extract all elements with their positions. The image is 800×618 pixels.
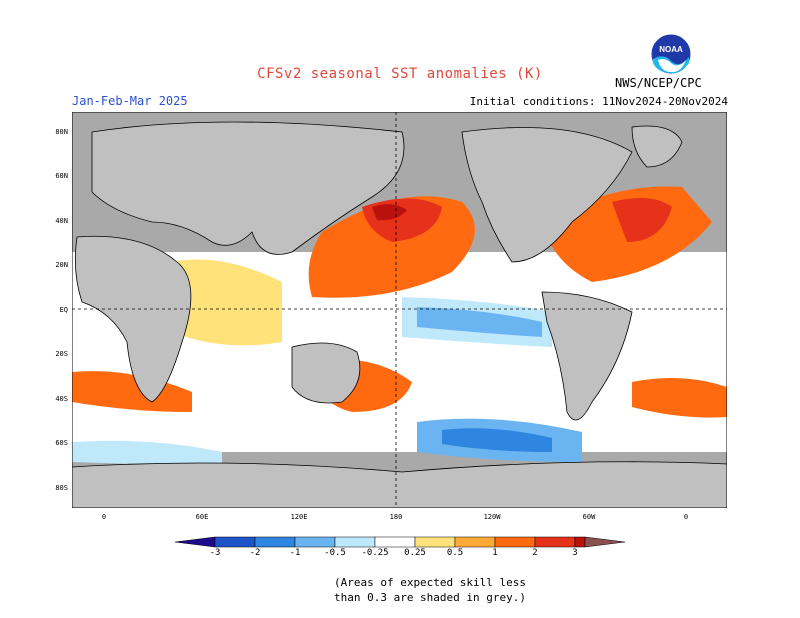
colorbar-segment <box>374 536 416 548</box>
initial-conditions-label: Initial conditions: 11Nov2024-20Nov2024 <box>469 95 728 108</box>
colorbar-label: -3 <box>209 548 221 558</box>
lon-label: 180 <box>389 513 403 521</box>
colorbar-label: 0.25 <box>404 548 426 558</box>
lat-label: 20S <box>55 350 68 358</box>
lat-label: 60S <box>55 439 68 447</box>
lat-label: EQ <box>59 306 68 314</box>
lon-label: 0 <box>683 513 689 521</box>
colorbar-label: 1 <box>492 548 498 558</box>
colorbar-segment <box>254 536 296 548</box>
colorbar-segment <box>494 536 536 548</box>
skill-note-line: (Areas of expected skill less <box>333 576 527 589</box>
colorbar-segment <box>454 536 496 548</box>
chart-title: CFSv2 seasonal SST anomalies (K) <box>257 66 543 82</box>
colorbar-segment <box>414 536 456 548</box>
colorbar-label: -0.5 <box>324 548 346 558</box>
lat-label: 40S <box>55 395 68 403</box>
colorbar-label: 2 <box>532 548 538 558</box>
skill-note-line: than 0.3 are shaded in grey.) <box>333 591 527 604</box>
colorbar-label: 0.5 <box>446 548 464 558</box>
sst-anomaly-map <box>72 112 727 508</box>
colorbar-segment <box>294 536 336 548</box>
lon-label: 0 <box>101 513 107 521</box>
colorbar-label: -2 <box>249 548 261 558</box>
colorbar-segment <box>334 536 376 548</box>
lat-label: 80S <box>55 484 68 492</box>
agency-label: NWS/NCEP/CPC <box>615 76 702 90</box>
lat-label: 40N <box>55 217 68 225</box>
colorbar-label: -1 <box>289 548 301 558</box>
noaa-logo-icon: NOAA <box>650 33 692 75</box>
colorbar-label: 3 <box>572 548 578 558</box>
lat-label: 60N <box>55 172 68 180</box>
skill-note: (Areas of expected skill less than 0.3 a… <box>300 575 560 605</box>
colorbar-segment <box>584 536 625 548</box>
colorbar <box>175 536 625 548</box>
colorbar-segment <box>574 536 586 548</box>
lon-label: 120E <box>290 513 308 521</box>
colorbar-label: -0.25 <box>361 548 389 558</box>
colorbar-segment <box>534 536 576 548</box>
lat-label: 80N <box>55 128 68 136</box>
lon-label: 120W <box>483 513 501 521</box>
colorbar-segment <box>214 536 256 548</box>
season-label: Jan-Feb-Mar 2025 <box>72 94 188 108</box>
lat-label: 20N <box>55 261 68 269</box>
logo-text: NOAA <box>659 45 683 54</box>
colorbar-segment <box>175 536 216 548</box>
lon-label: 60E <box>195 513 209 521</box>
lon-label: 60W <box>582 513 596 521</box>
